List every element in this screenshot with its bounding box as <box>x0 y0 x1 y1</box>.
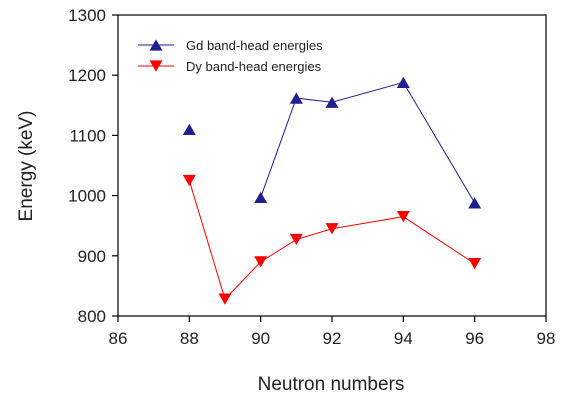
x-tick-label: 98 <box>537 329 556 348</box>
y-axis-title: Energy (keV) <box>16 111 37 222</box>
ticks: 86 88 90 92 94 96 98 800 900 1000 1100 1200 1300 <box>68 6 555 348</box>
y-tick-label: 1300 <box>68 6 106 25</box>
series-line-1 <box>188 180 475 301</box>
data-point-0 <box>396 76 410 89</box>
legend-marker-1 <box>149 60 163 72</box>
y-tick-label: 1200 <box>68 66 106 85</box>
data-point-0 <box>254 191 268 204</box>
series-markers <box>182 76 482 305</box>
data-point-1 <box>254 256 268 268</box>
data-point-0 <box>289 92 303 104</box>
data-point-0 <box>468 197 482 209</box>
data-point-1 <box>218 293 232 305</box>
legend-label-0: Gd band-head energies <box>186 38 323 53</box>
data-point-1 <box>325 223 339 235</box>
x-tick-label: 96 <box>465 329 484 348</box>
series-lines <box>188 81 476 301</box>
axes <box>117 14 547 317</box>
x-tick-label: 94 <box>394 329 413 348</box>
y-tick-label: 800 <box>78 307 106 326</box>
x-tick-label: 86 <box>109 329 128 348</box>
data-point-1 <box>396 211 410 223</box>
data-point-1 <box>468 257 482 270</box>
plot-frame <box>117 14 547 317</box>
data-point-1 <box>182 174 196 187</box>
legend-label-1: Dy band-head energies <box>186 59 322 74</box>
x-axis-title: Neutron numbers <box>258 374 405 395</box>
data-point-0 <box>325 96 339 108</box>
x-tick-label: 88 <box>180 329 199 348</box>
y-tick-label: 1000 <box>68 187 106 206</box>
y-tick-label: 1100 <box>69 126 106 145</box>
data-point-0 <box>182 123 196 136</box>
legend-marker-0 <box>149 39 163 51</box>
legend: Gd band-head energies Dy band-head energi… <box>138 38 323 74</box>
x-tick-label: 92 <box>323 329 342 348</box>
data-point-1 <box>289 233 303 246</box>
x-tick-label: 90 <box>251 329 270 348</box>
y-tick-label: 900 <box>78 247 106 266</box>
